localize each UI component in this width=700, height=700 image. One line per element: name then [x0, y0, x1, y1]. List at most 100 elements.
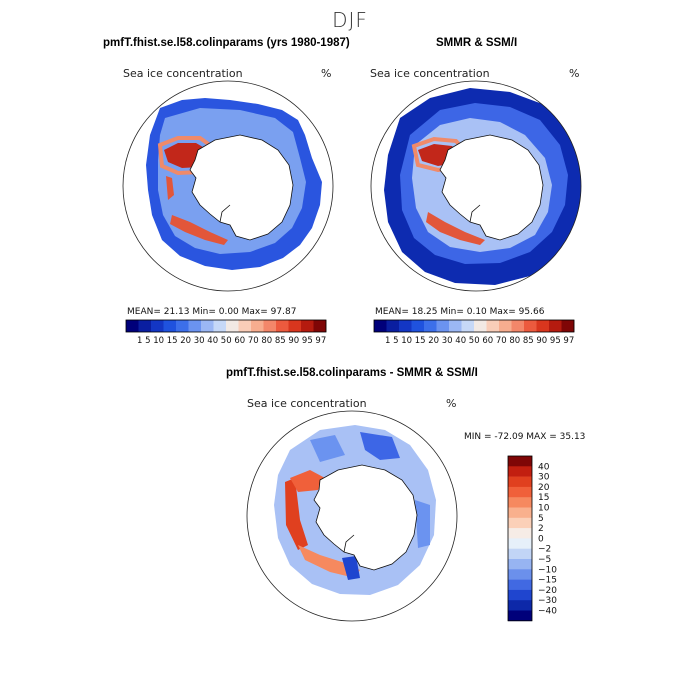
diff-colorbar-frame	[507, 455, 533, 622]
model-ice-red-west	[166, 176, 174, 200]
diff-colorbar-swatch	[508, 589, 532, 601]
diff-colorbar-label: 30	[538, 473, 550, 483]
diff-panel-units: %	[446, 397, 457, 410]
colorbar-swatch	[511, 320, 525, 332]
diff-colorbar-swatch	[508, 548, 532, 560]
colorbar-swatch	[188, 320, 202, 332]
obs-panel-units: %	[569, 67, 580, 80]
diff-colorbar-swatch	[508, 486, 532, 498]
diff-colorbar-label: −20	[538, 586, 557, 596]
obs-colorbar	[373, 319, 575, 333]
diff-blue-patch-n	[310, 435, 345, 462]
model-panel-units: %	[321, 67, 332, 80]
diff-colorbar-label: −15	[538, 576, 557, 586]
diff-colorbar-label: 15	[538, 493, 549, 503]
diff-colorbar-swatch	[508, 507, 532, 519]
diff-stats: MIN = -72.09 MAX = 35.13	[464, 432, 586, 442]
diff-colorbar-label: 10	[538, 504, 550, 514]
diff-colorbar-label: −5	[538, 555, 551, 565]
diff-colorbar-label: 0	[538, 534, 544, 544]
diff-colorbar-swatch	[508, 600, 532, 611]
colorbar-swatch	[549, 320, 562, 332]
colorbar-swatch	[238, 320, 252, 332]
colorbar-frame	[373, 319, 575, 333]
colorbar-swatch	[263, 320, 277, 332]
colorbar-swatch	[226, 320, 239, 332]
colorbar-swatch	[399, 320, 412, 332]
colorbar-swatch	[276, 320, 289, 332]
diff-colorbar-label: 40	[538, 462, 550, 472]
colorbar-swatch	[213, 320, 227, 332]
diff-colorbar-swatch	[508, 517, 532, 529]
obs-colorbar-ticks: 1 5 10 15 20 30 40 50 60 70 80 85 90 95 …	[385, 336, 575, 346]
colorbar-swatch	[138, 320, 152, 332]
colorbar-swatch	[411, 320, 425, 332]
obs-panel-title: SMMR & SSM/I	[436, 37, 518, 49]
diff-colorbar-swatch	[508, 610, 532, 622]
diff-red-west	[285, 478, 308, 550]
diff-colorbar-swatch	[508, 456, 532, 467]
obs-antarctica	[439, 134, 544, 241]
colorbar-swatch	[486, 320, 500, 332]
diff-colorbar-label: 2	[538, 524, 544, 534]
colorbar-swatch	[151, 320, 164, 332]
colorbar-swatch	[126, 320, 139, 332]
colorbar-swatch	[536, 320, 550, 332]
diff-colorbar-swatch	[508, 466, 532, 477]
colorbar-swatch	[251, 320, 264, 332]
diff-blue-patch-e	[415, 500, 430, 548]
colorbar-swatch	[301, 320, 314, 332]
diff-antarctica	[313, 464, 418, 571]
colorbar-swatch	[499, 320, 512, 332]
model-panel-subtitle: Sea ice concentration	[123, 67, 243, 80]
colorbar-swatch	[474, 320, 487, 332]
model-stats: MEAN= 21.13 Min= 0.00 Max= 97.87	[127, 307, 297, 317]
season-title: DJF	[332, 8, 368, 32]
colorbar-frame	[125, 319, 327, 333]
model-ice-red-ross	[170, 215, 228, 245]
colorbar-swatch	[386, 320, 400, 332]
diff-panel-title: pmfT.fhist.se.l58.colinparams - SMMR & S…	[226, 367, 478, 379]
model-antarctica	[189, 134, 294, 241]
model-colorbar-ticks: 1 5 10 15 20 30 40 50 60 70 80 85 90 95 …	[137, 336, 327, 346]
model-colorbar	[125, 319, 327, 333]
diff-red-ross	[298, 545, 360, 578]
diff-colorbar-swatch	[508, 579, 532, 591]
diff-colorbar-label: 20	[538, 483, 550, 493]
colorbar-swatch	[524, 320, 537, 332]
colorbar-swatch	[201, 320, 214, 332]
diff-colorbar-swatch	[508, 497, 532, 508]
diff-colorbar-swatch	[508, 569, 532, 580]
diff-colorbar-swatch	[508, 559, 532, 570]
diff-colorbar-swatch	[508, 528, 532, 539]
colorbar-swatch	[313, 320, 327, 332]
colorbar-swatch	[436, 320, 450, 332]
obs-panel-subtitle: Sea ice concentration	[370, 67, 490, 80]
obs-ice-red-ross	[426, 212, 485, 245]
diff-colorbar-swatch	[508, 476, 532, 488]
diff-colorbar-label: −30	[538, 596, 557, 606]
diff-red-weddell	[290, 470, 325, 492]
diff-colorbar-label: 5	[538, 514, 544, 524]
colorbar-swatch	[176, 320, 189, 332]
diff-panel-subtitle: Sea ice concentration	[247, 397, 367, 410]
colorbar-swatch	[461, 320, 475, 332]
obs-stats: MEAN= 18.25 Min= 0.10 Max= 95.66	[375, 307, 545, 317]
colorbar-swatch	[449, 320, 462, 332]
colorbar-swatch	[163, 320, 177, 332]
colorbar-swatch	[561, 320, 575, 332]
model-panel-title: pmfT.fhist.se.l58.colinparams (yrs 1980-…	[103, 37, 350, 49]
diff-colorbar-swatch	[508, 538, 532, 549]
colorbar-swatch	[288, 320, 302, 332]
diff-colorbar-label: −40	[538, 607, 557, 617]
colorbar-swatch	[424, 320, 437, 332]
colorbar-swatch	[374, 320, 387, 332]
diff-blue-ross	[342, 556, 360, 580]
diff-colorbar-label: −10	[538, 565, 557, 575]
diff-colorbar-label: −2	[538, 545, 551, 555]
